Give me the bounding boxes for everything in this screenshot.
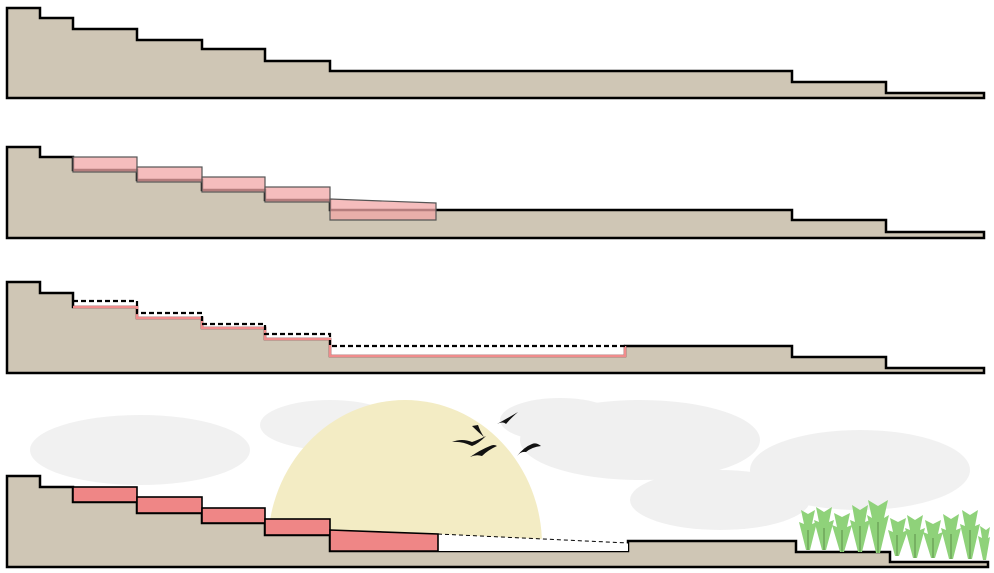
bird-icon — [472, 425, 484, 437]
terrain-profile-3 — [5, 280, 986, 375]
panel-2-terrace-insertion — [5, 145, 986, 240]
terrace-block — [201, 176, 266, 193]
terrace-block — [329, 198, 437, 221]
terrace-block — [136, 496, 203, 514]
bird-icon-group — [452, 412, 541, 457]
terrace-block — [201, 507, 266, 524]
terrace-blocks-solid — [72, 486, 439, 552]
tree-icon — [888, 518, 908, 556]
cloud-wash — [30, 398, 970, 530]
terrace-block — [136, 166, 203, 183]
terrain-profile-1 — [5, 6, 986, 100]
bird-icon — [517, 443, 541, 456]
terrace-block — [264, 186, 331, 203]
terrace-block — [72, 486, 138, 503]
tree-icon — [978, 526, 990, 560]
bird-icon — [470, 445, 497, 457]
terrace-block — [264, 518, 331, 536]
original-grade-dashed — [73, 299, 625, 348]
terrace-block — [72, 156, 138, 173]
terrace-blocks-translucent — [72, 156, 437, 221]
excavation-void — [438, 534, 628, 551]
panel-1-original-terrain — [5, 6, 986, 100]
bird-icon — [497, 412, 518, 424]
panel-4-final-landscape — [5, 398, 990, 569]
sun-shape — [268, 400, 542, 545]
terrace-block — [329, 529, 439, 552]
terrain-profile-2 — [5, 145, 986, 240]
panel-3-excavation-outline — [5, 280, 986, 375]
cut-guide-dashed — [437, 533, 629, 544]
bird-icon — [452, 436, 486, 446]
tree-trunks — [807, 522, 971, 559]
